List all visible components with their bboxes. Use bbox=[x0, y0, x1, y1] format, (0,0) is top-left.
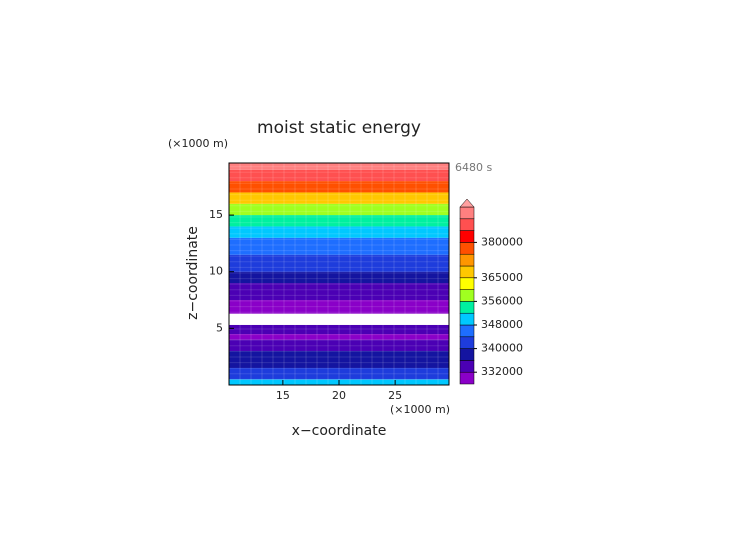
colorbar-box bbox=[459, 218, 475, 231]
colorbar-box bbox=[459, 253, 475, 267]
colorbar-tick-label: 365000 bbox=[481, 271, 523, 284]
colorbar-box bbox=[459, 230, 475, 243]
y-tick-label: 5 bbox=[216, 321, 223, 334]
colorbar-extend bbox=[459, 198, 475, 208]
contour-band bbox=[229, 351, 449, 369]
contour-band bbox=[229, 215, 449, 227]
colorbar-tick-label: 356000 bbox=[481, 294, 523, 307]
x-axis-label: x−coordinate bbox=[292, 423, 387, 439]
colorbar-tick-label: 332000 bbox=[481, 365, 523, 378]
contour-band bbox=[229, 181, 449, 193]
y-tick-label: 15 bbox=[209, 208, 223, 221]
colorbar-box bbox=[459, 371, 475, 385]
colorbar-box bbox=[459, 206, 475, 220]
x-tick-label: 20 bbox=[332, 389, 346, 402]
contour-band bbox=[229, 339, 449, 352]
contour-band bbox=[229, 192, 449, 204]
contour-band bbox=[229, 283, 449, 301]
contour-band bbox=[229, 226, 449, 238]
contour-band bbox=[229, 169, 449, 182]
contour-band bbox=[229, 368, 449, 380]
contour-band bbox=[229, 271, 449, 284]
contour-band bbox=[229, 203, 449, 216]
x-tick-label: 25 bbox=[388, 389, 402, 402]
chart-title: moist static energy bbox=[257, 118, 421, 138]
contour-band bbox=[229, 324, 449, 335]
contour-band bbox=[229, 254, 449, 272]
colorbar-box bbox=[459, 277, 475, 290]
colorbar-tick-label: 340000 bbox=[481, 342, 523, 355]
colorbar-box bbox=[459, 242, 475, 255]
contour-band bbox=[229, 300, 449, 314]
colorbar-box bbox=[459, 265, 475, 279]
contour-band bbox=[229, 334, 449, 340]
x-unit: (×1000 m) bbox=[390, 403, 450, 416]
colorbar-tick-label: 380000 bbox=[481, 235, 523, 248]
contour-band bbox=[229, 237, 449, 255]
colorbar-box bbox=[459, 348, 475, 361]
y-axis-label: z−coordinate bbox=[185, 226, 201, 320]
x-tick-label: 15 bbox=[276, 389, 290, 402]
colorbar-box bbox=[459, 301, 475, 314]
y-unit: (×1000 m) bbox=[168, 137, 228, 150]
y-tick-label: 10 bbox=[209, 265, 223, 278]
colorbar-box bbox=[459, 336, 475, 349]
colorbar-box bbox=[459, 360, 475, 373]
time-label: 6480 s bbox=[455, 161, 492, 174]
contour-band bbox=[229, 163, 449, 170]
colorbar-box bbox=[459, 324, 475, 338]
colorbar-tick-label: 348000 bbox=[481, 318, 523, 331]
colorbar-box bbox=[459, 312, 475, 326]
colorbar-box bbox=[459, 289, 475, 302]
